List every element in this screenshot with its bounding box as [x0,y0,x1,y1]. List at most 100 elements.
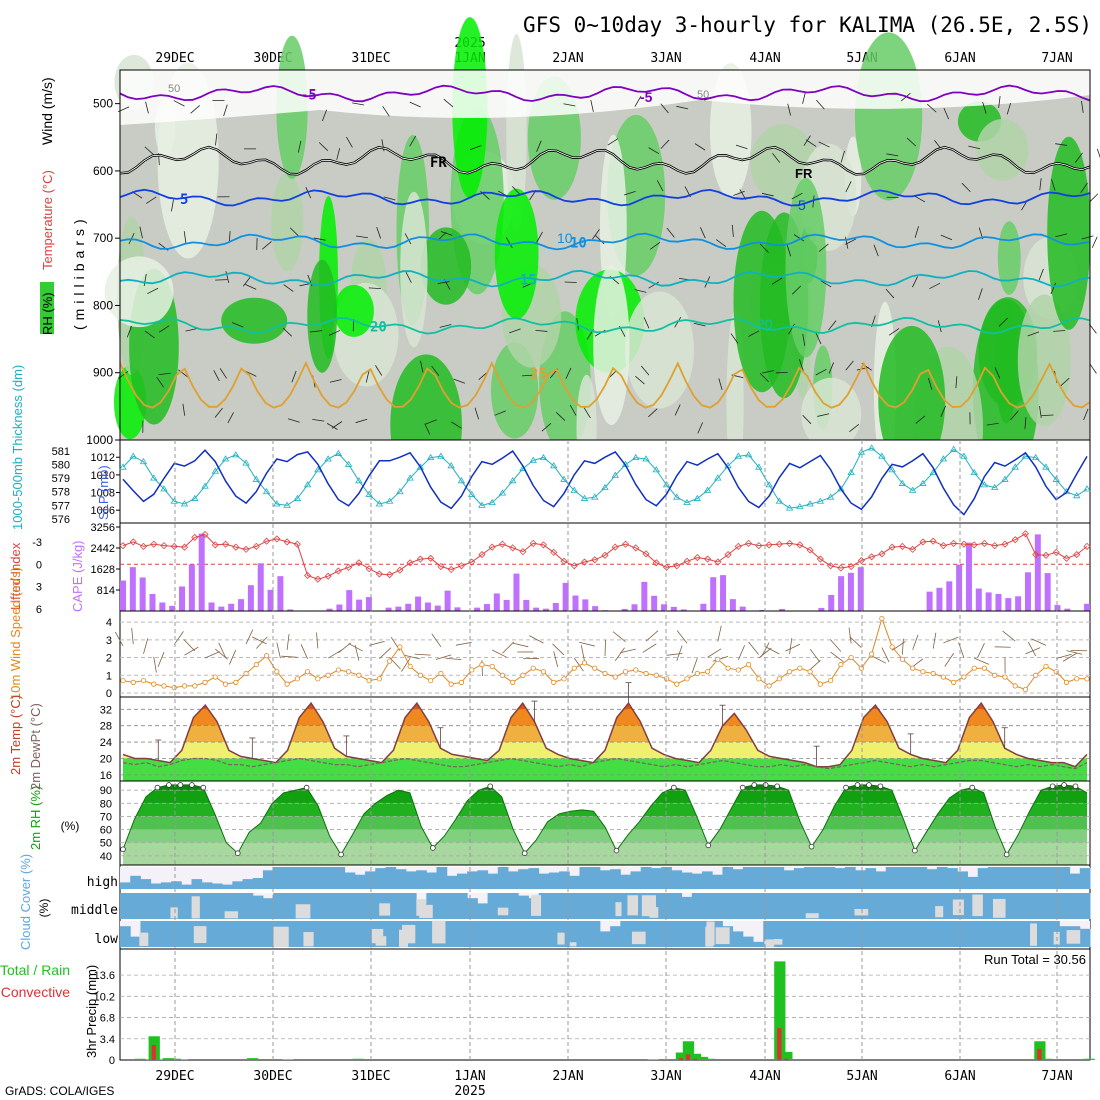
cloud-bar-low [681,921,693,947]
rh-shade [625,291,694,409]
lifted-index-point [478,551,486,559]
lifted-index-point [980,539,989,547]
wind-barb [1096,148,1100,159]
lifted-index-tick-label: 6 [36,604,42,616]
ylabel-rh: RH (%) [40,292,55,335]
cloud-bar-middle [844,893,856,919]
ylabel-total-rain: Total / Rain [0,962,70,978]
cloud-bar-middle [314,893,325,919]
cloud-bar-low [1018,921,1030,947]
lifted-index-point [242,545,250,553]
wind-speed-point [469,667,475,673]
cloud-bar-middle [456,893,468,919]
slp-tick-label: 1008 [91,488,115,500]
cloud-bar-middle [354,893,366,919]
wind-barb-10m [881,647,890,663]
cloud-bar-high [763,867,774,889]
cloud-bar-low [804,921,815,947]
cloud-bar-low [875,921,887,947]
lifted-index-point [580,558,589,566]
cloud-bar-low [120,926,131,947]
lifted-index-point [570,562,578,570]
cloud-bar-low [998,921,1009,947]
cloud-bar-high [222,884,233,889]
thickness-point [990,483,999,491]
wind-barb-10m [614,647,625,662]
rh-shade [593,264,630,426]
wind-speed-point [704,669,711,675]
wind-speed-point [869,651,875,657]
ylabel-2m-temp: 2m Temp (°C) [8,695,23,775]
cloud-gap [627,895,639,916]
wind-barb-10m [943,636,959,644]
date-label-bottom: 6JAN [944,1069,975,1084]
precip-tick-label: 13.6 [94,970,115,982]
wind-barb [1027,331,1040,337]
wind-barb [849,423,860,433]
cloud-bar-low [599,931,611,947]
wind-barbs-upper [117,92,1100,435]
cloud-bar-high [405,871,417,889]
wind-barb-10m [666,652,683,656]
thickness-point [939,455,948,462]
wind-barb-10m [761,642,770,657]
cloud-bar-high [671,870,683,889]
wind-barb [759,372,769,382]
wind-barb [287,418,300,423]
wind-speed-point [602,670,608,677]
thickness-slp-lines [119,444,1091,516]
cloud-bar-low [232,921,244,947]
wind-speed-point [817,681,823,687]
contour-label: FR [795,166,813,181]
thickness-point [160,485,168,492]
lifted-index-point [745,539,753,547]
cloud-gap [432,920,446,944]
wind-barb-10m [218,642,226,658]
wind-speed-point [981,665,988,671]
wind-barb-10m [691,658,698,674]
wind-barb-10m [1066,650,1083,655]
lifted-index-point [755,542,763,550]
cloud-bar-low [477,921,489,947]
cape-bar [385,607,392,611]
thickness-point [252,475,261,482]
lifted-index-line [122,532,1088,580]
lifted-index-point [232,543,240,551]
rh-point [1049,783,1056,790]
wind-speed-point [222,681,229,687]
cloud-bar-high [314,867,325,889]
cloud-cover-panel: high middle low (%) Cloud Cover (%) [18,854,1091,950]
wind-speed-point [612,674,618,680]
rh-point [177,782,184,788]
cloud-bar-low [814,921,826,947]
lifted-index-point [991,542,999,550]
lifted-index-point [129,538,137,546]
cape-bar [592,606,599,611]
rh-point [189,782,195,788]
thickness-line [122,447,1088,509]
wind-tick-label: 2 [106,653,112,665]
thickness-point [1011,463,1019,470]
wind-barb [522,374,535,377]
lifted-index-point [550,548,558,556]
wind-barb [998,96,1001,109]
lifted-index-point [160,542,168,550]
cape-bar [670,606,677,611]
thickness-point [180,500,189,507]
wind-speed-point [1002,674,1008,680]
date-label-top: 31DEC [351,51,390,66]
cloud-bar-high [773,867,785,889]
lifted-index-point [734,542,742,550]
ylabel-convective: Convective [1,984,70,1000]
wind-barb-10m [676,630,688,644]
cape-bar [720,575,727,611]
wind-speed-point [920,669,926,675]
cloud-bar-low [150,921,162,947]
cape-bar [1005,598,1012,611]
thickness-point [826,493,835,500]
cloud-bar-high [681,872,693,889]
cloud-bar-low [589,921,601,947]
ylabel-slp: SLP (mb) [96,465,111,520]
contour-label: 5 [798,197,806,213]
